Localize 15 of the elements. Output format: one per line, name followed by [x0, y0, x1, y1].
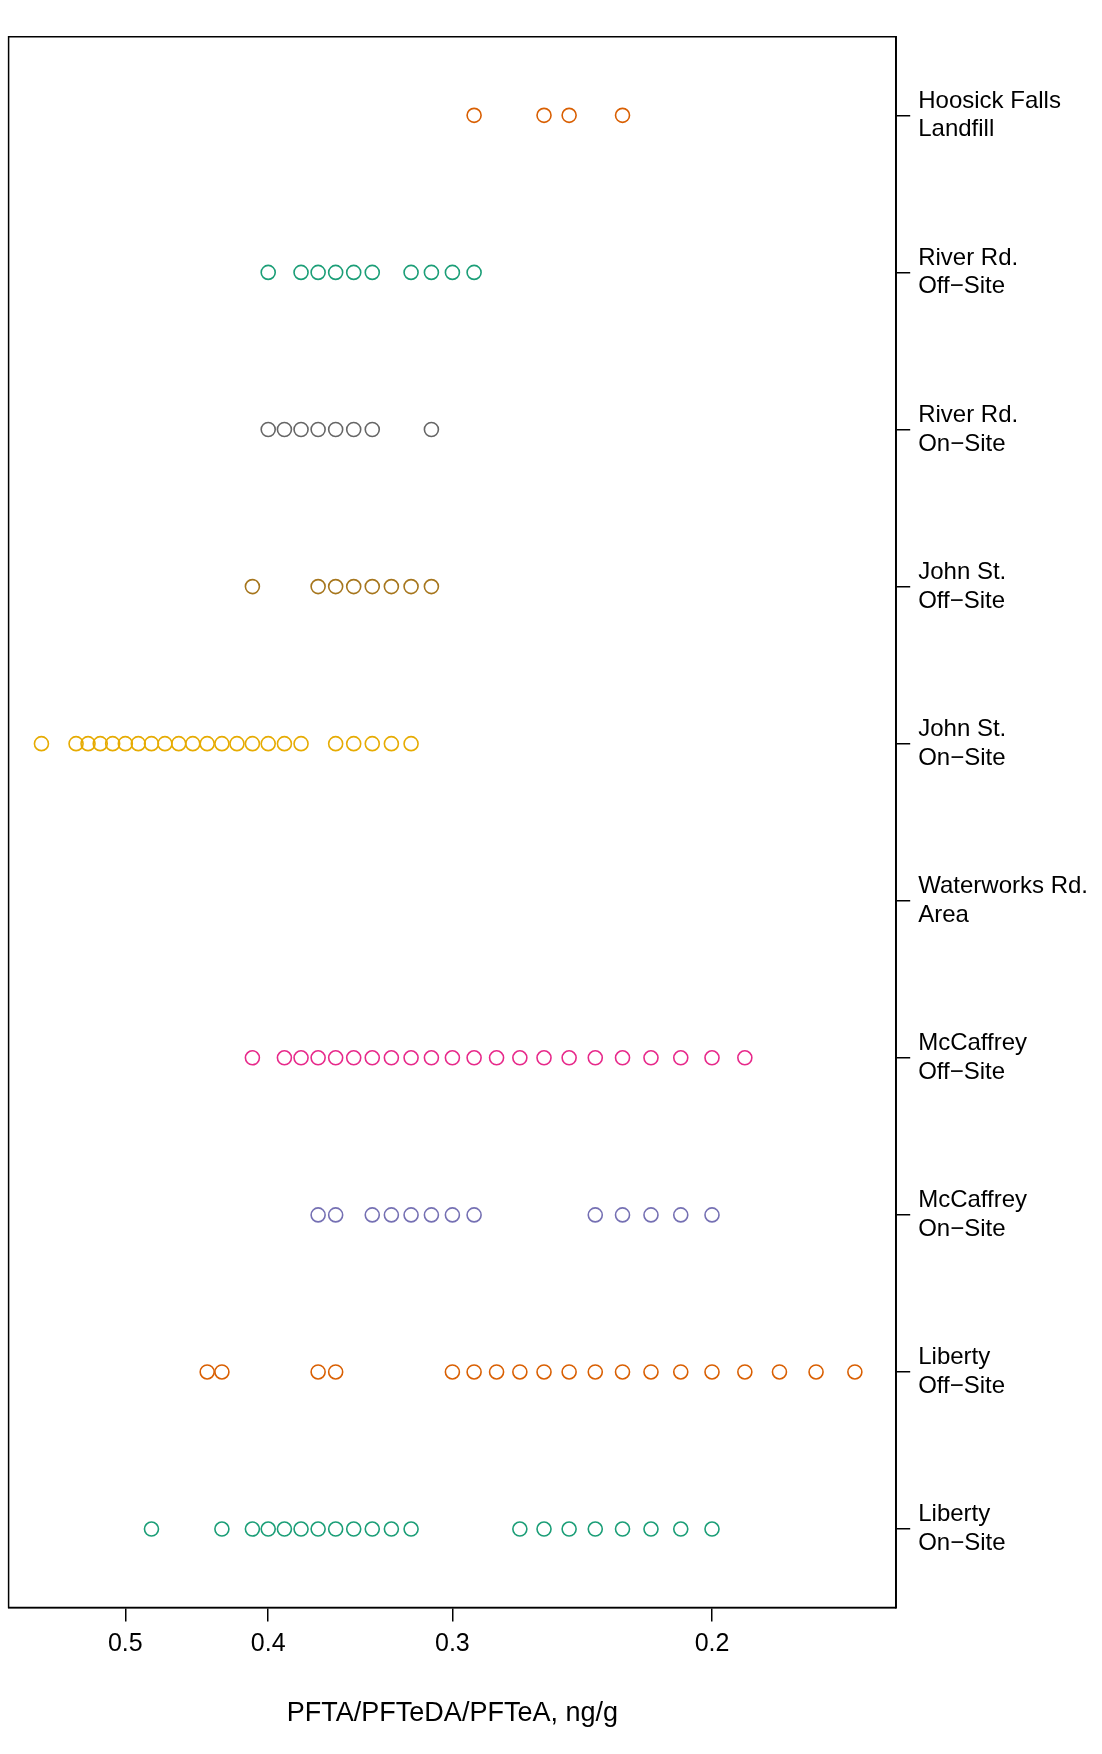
- x-tick-label: 0.3: [435, 1628, 470, 1657]
- x-tick-label: 0.4: [250, 1628, 286, 1657]
- y-tick-label: Hoosick Falls Landfill: [918, 85, 1061, 142]
- y-tick-label: John St. Off−Site: [918, 556, 1007, 613]
- y-tick-label: McCaffrey On−Site: [918, 1185, 1028, 1241]
- y-tick-label: Waterworks Rd. Area: [918, 870, 1089, 927]
- y-tick-label: River Rd. Off−Site: [918, 242, 1019, 299]
- y-tick-label: River Rd. On−Site: [918, 399, 1019, 456]
- x-tick-label: 0.5: [107, 1628, 143, 1657]
- x-tick-label: 0.2: [694, 1628, 730, 1657]
- y-tick-label: McCaffrey Off−Site: [918, 1028, 1028, 1084]
- y-tick-label: Liberty Off−Site: [918, 1342, 1006, 1399]
- y-tick-label: Liberty On−Site: [918, 1499, 1006, 1556]
- y-tick-label: John St. On−Site: [918, 713, 1007, 770]
- x-axis-title: PFTA/PFTeDA/PFTeA, ng/g: [286, 1697, 618, 1728]
